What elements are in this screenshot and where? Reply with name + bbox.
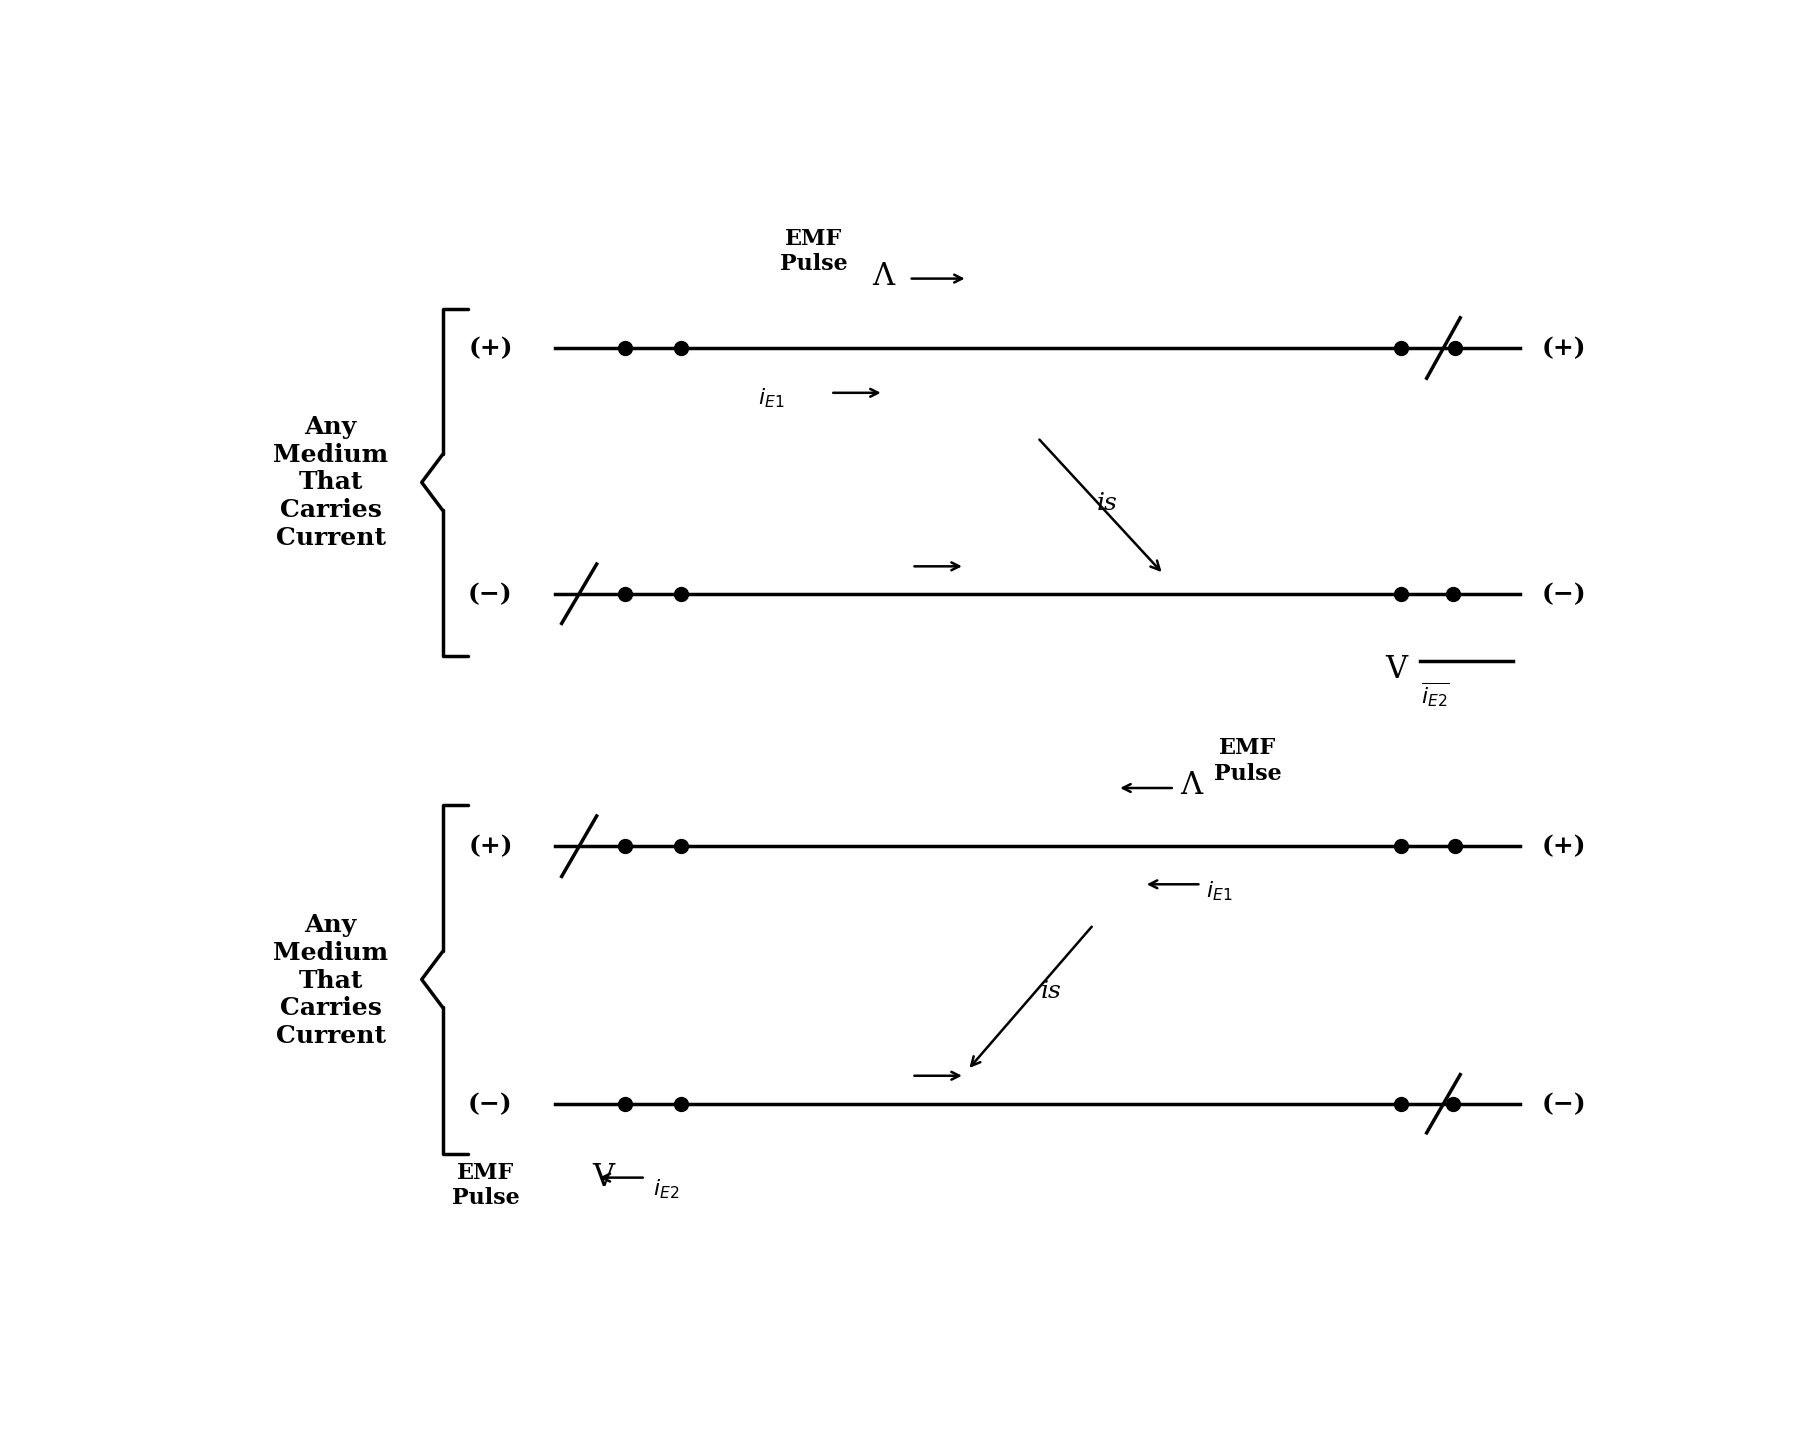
Text: EMF
Pulse: EMF Pulse (780, 228, 847, 275)
Text: $\overline{i_{E2}}$: $\overline{i_{E2}}$ (1421, 680, 1449, 710)
Text: (−): (−) (1541, 1092, 1585, 1115)
Text: EMF
Pulse: EMF Pulse (1213, 737, 1282, 785)
Text: $i_{E2}$: $i_{E2}$ (652, 1178, 679, 1201)
Text: $i_{E1}$: $i_{E1}$ (1206, 880, 1231, 903)
Text: $i_{E1}$: $i_{E1}$ (758, 387, 783, 410)
Text: (−): (−) (467, 1092, 513, 1115)
Text: EMF
Pulse: EMF Pulse (451, 1162, 520, 1210)
Text: (+): (+) (1541, 835, 1585, 858)
Text: Λ: Λ (872, 262, 893, 292)
Text: (+): (+) (1541, 336, 1585, 361)
Text: V: V (1384, 654, 1406, 685)
Text: (−): (−) (467, 582, 513, 606)
Text: (+): (+) (467, 835, 513, 858)
Text: V: V (592, 1162, 614, 1192)
Text: Any
Medium
That
Carries
Current: Any Medium That Carries Current (273, 913, 388, 1048)
Text: is: is (1096, 491, 1117, 515)
Text: (−): (−) (1541, 582, 1585, 606)
Text: is: is (1040, 980, 1061, 1003)
Text: Any
Medium
That
Carries
Current: Any Medium That Carries Current (273, 414, 388, 550)
Text: (+): (+) (467, 336, 513, 361)
Text: Λ: Λ (1180, 771, 1202, 801)
